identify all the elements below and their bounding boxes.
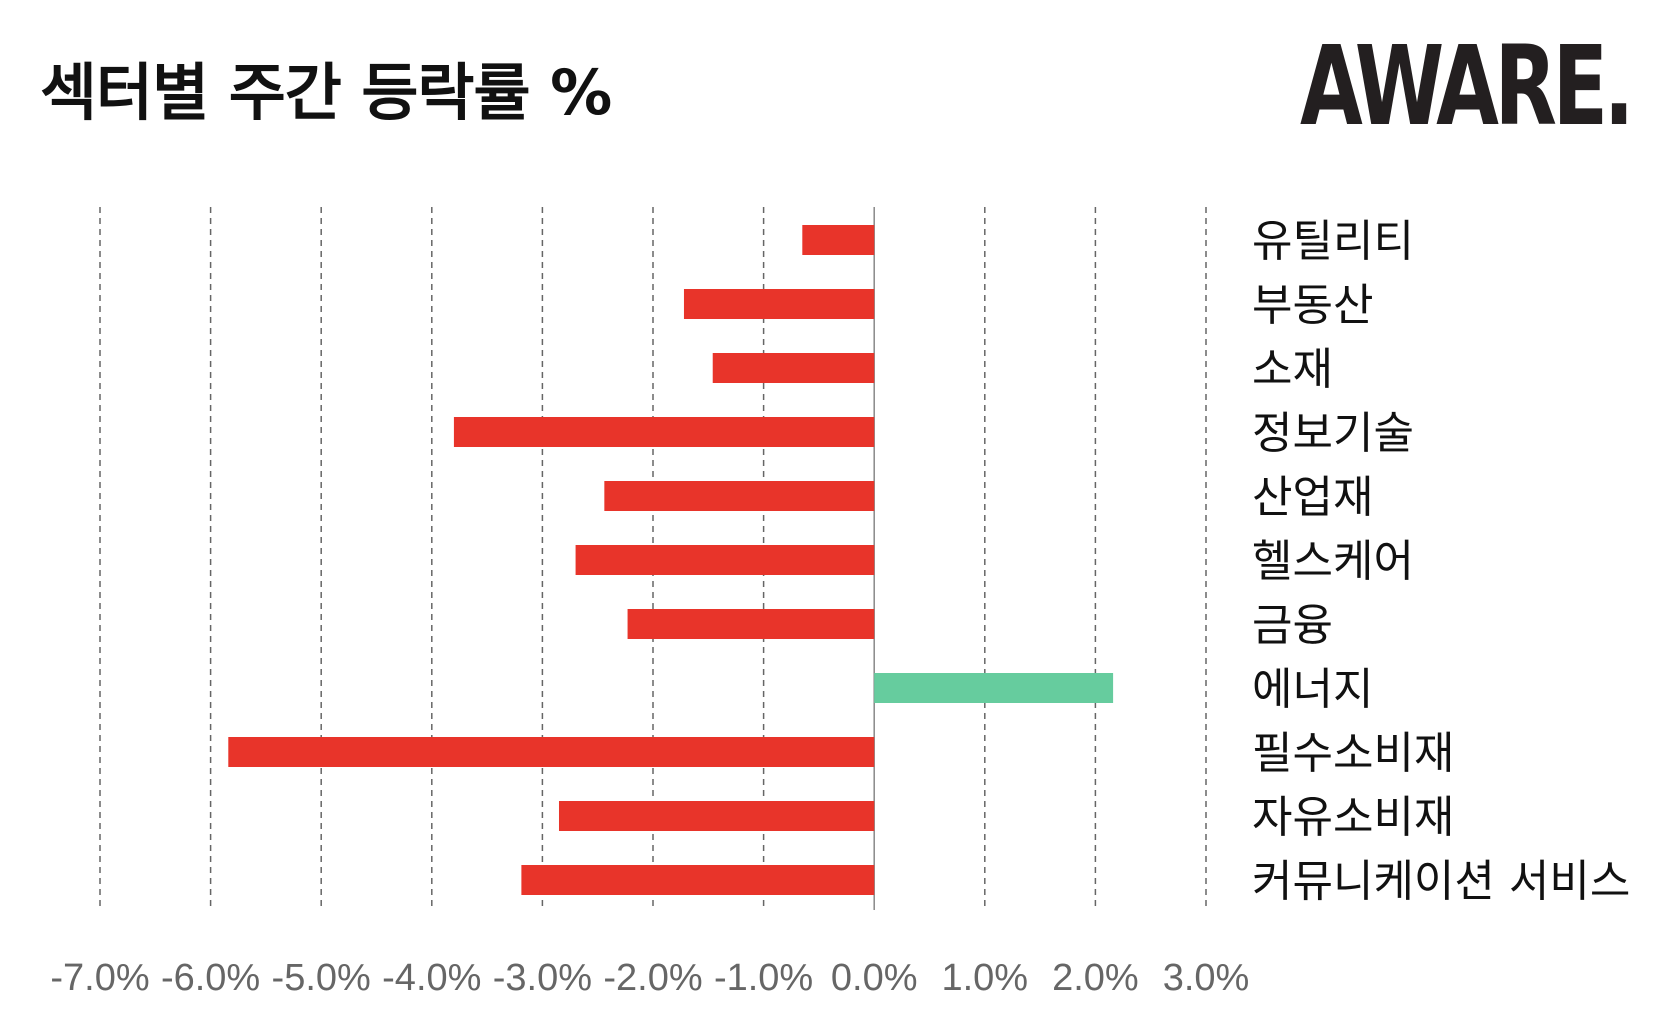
category-label: 헬스케어 xyxy=(1252,536,1414,587)
x-tick-label: 1.0% xyxy=(941,957,1028,999)
category-label: 유틸리티 xyxy=(1252,216,1414,267)
x-tick-labels: -7.0% -6.0% -5.0% -4.0% -3.0% -2.0% -1.0% 0.0% 1… xyxy=(50,957,1249,999)
x-tick-label: -5.0% xyxy=(272,957,371,999)
x-tick-label: 3.0% xyxy=(1163,957,1250,999)
category-label: 필수소비재 xyxy=(1252,728,1454,779)
chart-title: 섹터별 주간 등락률 % xyxy=(40,56,612,129)
category-label: 부동산 xyxy=(1252,280,1373,331)
category-label: 산업재 xyxy=(1252,472,1373,523)
bar xyxy=(627,609,875,639)
category-label: 에너지 xyxy=(1252,664,1373,715)
bar-layer xyxy=(228,225,1114,895)
category-label: 소재 xyxy=(1252,344,1333,395)
bar xyxy=(453,417,875,447)
x-tick-label: -7.0% xyxy=(50,957,149,999)
x-tick-label: -6.0% xyxy=(161,957,260,999)
x-tick-label: -3.0% xyxy=(493,957,592,999)
bar xyxy=(228,737,875,767)
bar xyxy=(521,865,875,895)
bar xyxy=(802,225,875,255)
bar xyxy=(683,289,875,319)
category-label: 커뮤니케이션 서비스 xyxy=(1252,856,1630,907)
x-tick-label: 0.0% xyxy=(831,957,918,999)
x-tick-label: 2.0% xyxy=(1052,957,1139,999)
category-labels: 유틸리티부동산소재정보기술산업재헬스케어금융에너지필수소비재자유소비재커뮤니케이… xyxy=(1252,216,1630,907)
category-label: 금융 xyxy=(1252,600,1333,651)
x-tick-label: -1.0% xyxy=(714,957,813,999)
x-tick-label: -4.0% xyxy=(382,957,481,999)
logo-text: AWARE. xyxy=(1300,38,1630,138)
bar xyxy=(712,353,875,383)
aware-logo: AWARE. xyxy=(1300,38,1636,138)
category-label: 정보기술 xyxy=(1252,408,1414,459)
bar xyxy=(604,481,875,511)
bar xyxy=(874,673,1114,703)
category-label: 자유소비재 xyxy=(1252,792,1454,843)
x-tick-label: -2.0% xyxy=(603,957,702,999)
bar xyxy=(558,801,875,831)
bar xyxy=(575,545,875,575)
